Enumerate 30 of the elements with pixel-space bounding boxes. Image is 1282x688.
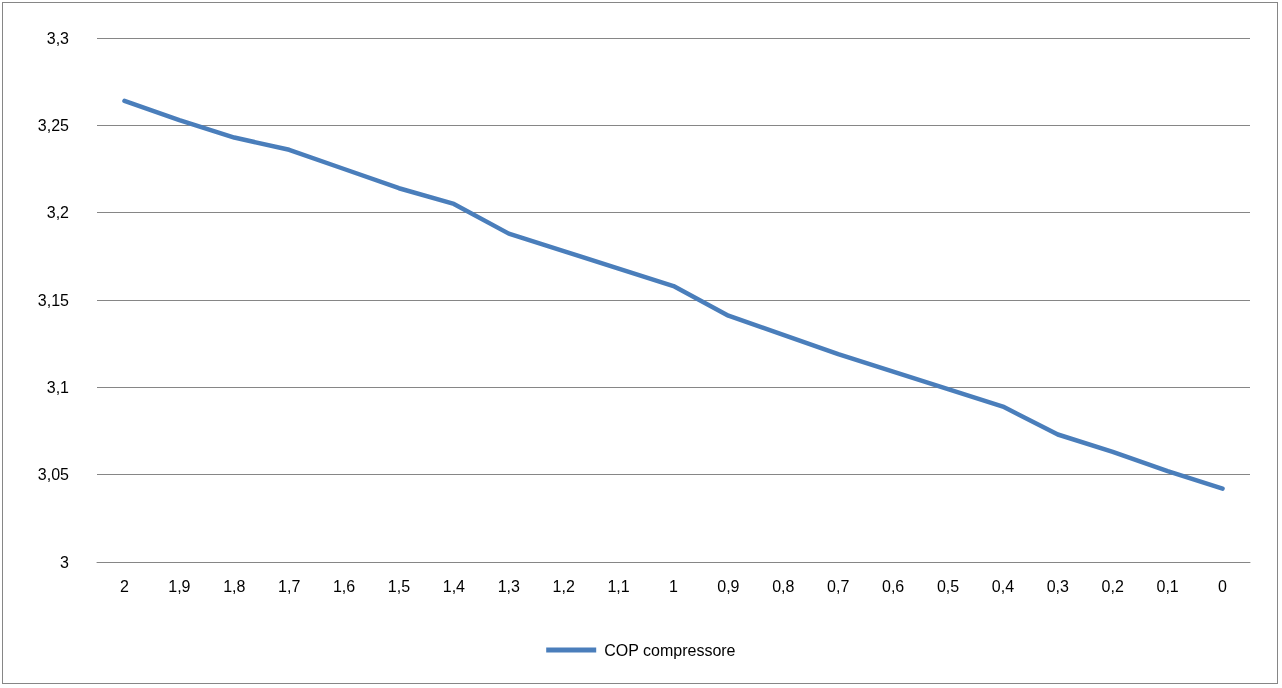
legend-label: COP compressore	[604, 641, 736, 659]
x-tick-label: 0,3	[1046, 577, 1070, 595]
y-tick-label: 3,15	[37, 291, 70, 309]
x-tick-label: 0,7	[827, 577, 850, 595]
x-tick-label: 1,6	[332, 577, 356, 595]
y-tick-label: 3,2	[46, 204, 70, 222]
y-tick-label: 3,3	[46, 29, 70, 47]
y-tick-label: 3,25	[37, 116, 70, 134]
x-tick-label: 1,4	[442, 577, 466, 595]
x-tick-label: 0,5	[936, 577, 960, 595]
y-tick-label: 3	[60, 553, 70, 571]
x-tick-label: 0,6	[881, 577, 905, 595]
x-tick-label: 0,8	[772, 577, 795, 595]
y-tick-label: 3,05	[37, 466, 70, 484]
x-tick-label: 2	[120, 577, 129, 595]
x-tick-label: 0,9	[717, 577, 740, 595]
y-tick-label: 3,1	[46, 378, 70, 396]
x-tick-label: 1,7	[278, 577, 301, 595]
x-tick-label: 0,4	[991, 577, 1015, 595]
x-tick-label: 0,1	[1156, 577, 1179, 595]
x-tick-label: 1,8	[223, 577, 246, 595]
x-tick-label: 1,3	[497, 577, 520, 595]
x-tick-label: 0,2	[1101, 577, 1124, 595]
x-tick-label: 1,1	[607, 577, 630, 595]
x-tick-label: 1,2	[552, 577, 575, 595]
x-tick-label: 1,9	[168, 577, 191, 595]
x-tick-label: 1	[669, 577, 679, 595]
x-tick-label: 0	[1218, 577, 1228, 595]
line-series	[122, 98, 1225, 491]
x-tick-label: 1,5	[387, 577, 411, 595]
